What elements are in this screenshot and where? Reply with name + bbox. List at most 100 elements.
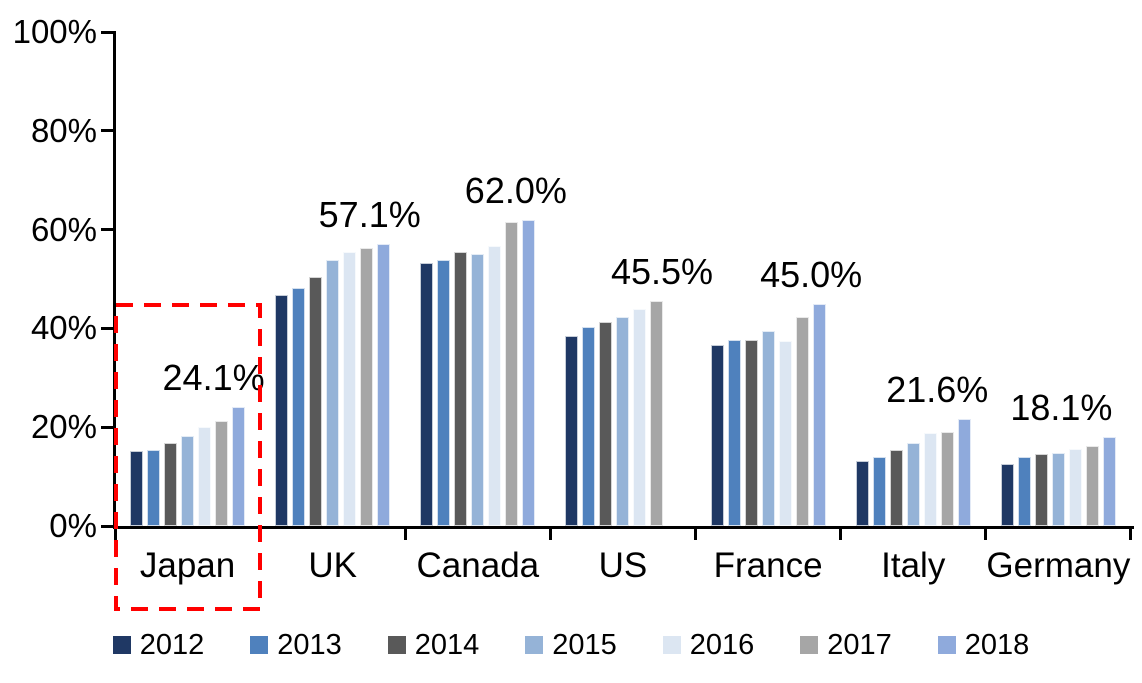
- y-axis-tick: [101, 425, 115, 429]
- x-axis-label-italy: Italy: [881, 546, 946, 585]
- data-label-italy: 21.6%: [886, 369, 989, 411]
- legend-item-2012: 2012: [112, 628, 205, 662]
- bar-canada-2014: [454, 252, 468, 526]
- bar-italy-2015: [906, 443, 920, 526]
- x-axis-label-us: US: [598, 546, 648, 585]
- bar-germany-2018: [1102, 436, 1116, 526]
- legend-swatch-2015: [525, 636, 544, 654]
- legend-item-2013: 2013: [250, 628, 342, 662]
- legend-item-2016: 2016: [662, 628, 755, 662]
- x-axis-label-japan: Japan: [139, 546, 236, 585]
- bar-japan-2015: [181, 436, 195, 526]
- bar-france-2012: [710, 345, 724, 526]
- bar-italy-2017: [940, 431, 954, 526]
- bar-uk-2016: [343, 251, 357, 526]
- x-axis-tick: [839, 526, 843, 540]
- x-axis-label-uk: UK: [308, 546, 357, 585]
- data-label-germany: 18.1%: [1010, 386, 1113, 428]
- y-axis-line: [113, 31, 116, 529]
- bar-germany-2013: [1017, 456, 1031, 526]
- bar-canada-2017: [505, 221, 519, 526]
- legend-swatch-2016: [662, 636, 681, 654]
- y-axis-tick: [101, 228, 115, 232]
- legend-label-2018: 2018: [964, 629, 1030, 661]
- y-axis-tick-label: 100%: [12, 13, 97, 50]
- bar-uk-2017: [360, 247, 374, 526]
- x-axis-tick: [403, 526, 407, 540]
- x-axis-tick: [984, 526, 988, 540]
- bar-canada-2013: [437, 259, 451, 526]
- legend-swatch-2012: [112, 636, 131, 654]
- bar-us-2015: [616, 317, 630, 526]
- y-axis-tick-label: 40%: [30, 309, 97, 347]
- legend-label-2017: 2017: [827, 629, 892, 661]
- y-axis-tick-label: 60%: [30, 210, 97, 248]
- legend-item-2018: 2018: [937, 628, 1030, 662]
- legend: 2012 2013 2014 2015 2016 2017 2018: [0, 628, 1142, 662]
- bar-italy-2012: [855, 460, 869, 526]
- bar-france-2015: [761, 330, 775, 526]
- x-axis-line: [113, 526, 1134, 529]
- x-axis-label-canada: Canada: [416, 546, 540, 585]
- legend-item-2014: 2014: [387, 628, 480, 662]
- data-label-us: 45.5%: [610, 251, 714, 293]
- bar-france-2013: [727, 339, 741, 526]
- y-axis-tick: [101, 129, 115, 133]
- bar-france-2016: [778, 341, 792, 526]
- legend-swatch-2014: [387, 636, 406, 654]
- bar-germany-2014: [1034, 454, 1048, 526]
- bar-uk-2015: [326, 260, 340, 526]
- bar-japan-2013: [147, 450, 161, 526]
- bar-us-2016: [633, 308, 647, 526]
- highlight-box-japan: [114, 303, 262, 611]
- bar-japan-2014: [164, 442, 178, 526]
- legend-label-2012: 2012: [139, 629, 205, 661]
- bar-uk-2012: [275, 295, 289, 526]
- legend-swatch-2018: [937, 636, 956, 654]
- legend-item-2015: 2015: [525, 628, 617, 662]
- legend-label-2013: 2013: [277, 629, 342, 661]
- x-axis-label-germany: Germany: [986, 546, 1131, 585]
- bar-italy-2013: [872, 456, 886, 526]
- bar-uk-2013: [292, 287, 306, 526]
- bar-us-2017: [650, 301, 664, 526]
- bar-canada-2012: [420, 262, 434, 526]
- bar-canada-2016: [488, 246, 502, 526]
- x-axis-tick: [694, 526, 698, 540]
- bar-japan-2012: [130, 451, 144, 526]
- data-label-japan: 24.1%: [162, 356, 265, 398]
- bar-italy-2014: [889, 450, 903, 526]
- bar-germany-2017: [1085, 446, 1099, 526]
- bar-uk-2014: [309, 276, 323, 526]
- bar-us-2012: [565, 335, 579, 526]
- bar-japan-2018: [232, 406, 246, 526]
- x-axis-tick: [1129, 526, 1133, 540]
- bar-japan-2017: [215, 420, 229, 526]
- y-axis-tick: [101, 30, 115, 34]
- y-axis-tick-label: 20%: [30, 408, 97, 446]
- legend-label-2014: 2014: [414, 629, 480, 661]
- legend-swatch-2017: [800, 636, 819, 654]
- bar-canada-2018: [522, 219, 536, 526]
- legend-item-2017: 2017: [800, 628, 892, 662]
- y-axis-tick: [101, 326, 115, 330]
- data-label-canada: 62.0%: [464, 169, 567, 211]
- bar-germany-2015: [1051, 452, 1065, 526]
- legend-swatch-2013: [250, 636, 269, 654]
- data-label-uk: 57.1%: [318, 193, 421, 235]
- legend-label-2016: 2016: [689, 629, 755, 661]
- bar-italy-2018: [957, 419, 971, 526]
- bar-france-2018: [812, 303, 826, 526]
- legend-label-2015: 2015: [552, 629, 617, 661]
- bar-japan-2016: [198, 427, 212, 526]
- bar-uk-2018: [377, 243, 391, 526]
- bar-italy-2016: [923, 433, 937, 526]
- bar-us-2013: [582, 326, 596, 526]
- y-axis-tick-label: 80%: [30, 111, 97, 149]
- bar-france-2017: [795, 316, 809, 526]
- x-axis-label-france: France: [713, 546, 823, 585]
- bar-us-2014: [599, 321, 613, 526]
- bar-germany-2012: [1000, 463, 1014, 526]
- y-axis-tick: [101, 524, 115, 528]
